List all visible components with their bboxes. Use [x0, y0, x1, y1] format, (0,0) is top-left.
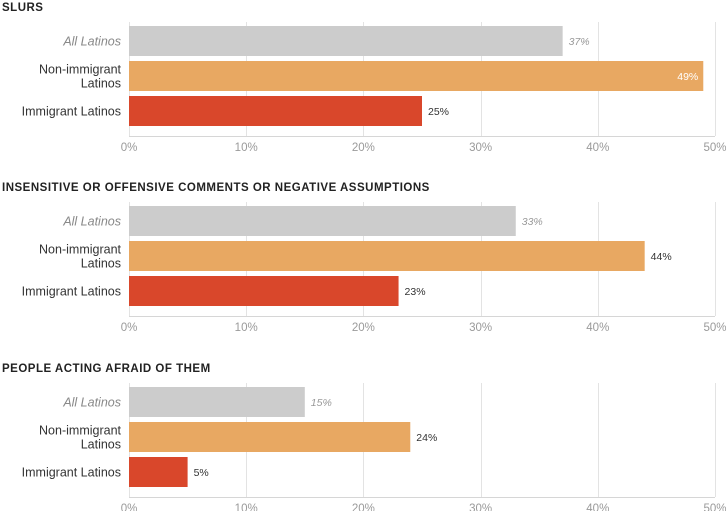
x-tick-label: 20%	[352, 142, 375, 154]
bar	[129, 241, 645, 271]
x-tick-label: 10%	[235, 503, 258, 511]
category-label: Non-immigrant Latinos	[39, 63, 121, 91]
category-label: Non-immigrant Latinos	[39, 424, 121, 452]
x-tick-label: 20%	[352, 503, 375, 511]
panel-title: PEOPLE ACTING AFRAID OF THEM	[2, 363, 211, 375]
chart-panel-3: PEOPLE ACTING AFRAID OF THEM 0% 10% 20% 30% 4…	[2, 363, 726, 511]
value-label: 15%	[311, 397, 332, 409]
x-tick-label: 30%	[469, 503, 492, 511]
x-tick-label: 30%	[469, 142, 492, 154]
bar	[129, 96, 422, 126]
x-tick-label: 40%	[586, 322, 609, 334]
category-label: All Latinos	[62, 396, 121, 410]
x-tick-label: 40%	[586, 142, 609, 154]
value-label: 49%	[677, 71, 698, 83]
panel-title: INSENSITIVE OR OFFENSIVE COMMENTS OR NEG…	[2, 182, 430, 194]
x-tick-label: 0%	[121, 503, 138, 511]
value-label: 24%	[416, 432, 437, 444]
bar	[129, 26, 563, 56]
x-tick-label: 50%	[703, 322, 726, 334]
bar	[129, 276, 399, 306]
x-tick-label: 20%	[352, 322, 375, 334]
bar	[129, 387, 305, 417]
x-tick-label: 10%	[235, 142, 258, 154]
category-label: All Latinos	[62, 35, 121, 49]
chart-panel-2: INSENSITIVE OR OFFENSIVE COMMENTS OR NEG…	[2, 182, 726, 334]
category-label: All Latinos	[62, 215, 121, 229]
x-tick-label: 0%	[121, 142, 138, 154]
x-tick-label: 30%	[469, 322, 492, 334]
bar	[129, 457, 188, 487]
x-tick-label: 50%	[703, 503, 726, 511]
category-label: Immigrant Latinos	[22, 285, 121, 299]
value-label: 37%	[569, 36, 590, 48]
value-label: 33%	[522, 216, 543, 228]
category-label: Non-immigrant Latinos	[39, 243, 121, 271]
bar	[129, 206, 516, 236]
x-tick-label: 10%	[235, 322, 258, 334]
value-label: 25%	[428, 106, 449, 118]
bar	[129, 422, 411, 452]
value-label: 23%	[405, 286, 426, 298]
bar	[129, 61, 704, 91]
category-label: Immigrant Latinos	[22, 466, 121, 480]
value-label: 5%	[194, 467, 209, 479]
panel-title: SLURS	[2, 2, 43, 14]
category-label: Immigrant Latinos	[22, 105, 121, 119]
chart-panel-1: SLURS 0% 10% 20% 30% 40% 50% All Latinos 37% Non-…	[2, 2, 726, 154]
x-tick-label: 0%	[121, 322, 138, 334]
x-tick-label: 50%	[703, 142, 726, 154]
value-label: 44%	[651, 251, 672, 263]
x-tick-label: 40%	[586, 503, 609, 511]
